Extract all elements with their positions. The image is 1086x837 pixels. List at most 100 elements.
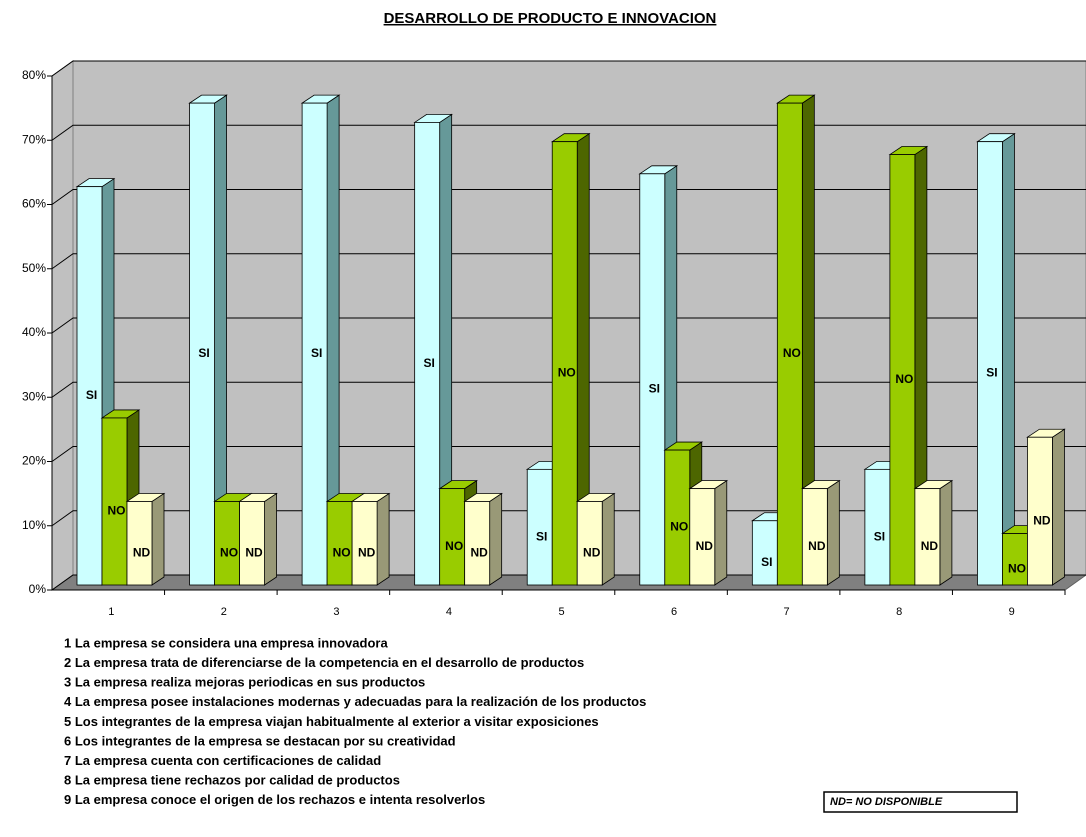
bar	[664, 449, 691, 586]
bar	[914, 488, 941, 586]
bar	[326, 501, 353, 586]
data-label: NO	[108, 504, 126, 518]
note: 4 La empresa posee instalaciones moderna…	[64, 694, 646, 709]
note: 7 La empresa cuenta con certificaciones …	[64, 753, 381, 768]
data-label: SI	[761, 555, 772, 569]
bar-side	[264, 492, 277, 586]
bar-side	[1002, 132, 1015, 586]
data-label: ND	[470, 545, 488, 559]
grid-line	[51, 253, 1086, 270]
data-label: NO	[783, 346, 801, 360]
y-tick-label: 50%	[22, 261, 46, 275]
data-label: SI	[423, 356, 434, 370]
x-tick-label: 6	[671, 606, 677, 618]
data-label: ND	[133, 545, 151, 559]
data-label: SI	[649, 382, 660, 396]
data-label: ND	[245, 545, 263, 559]
x-tick-label: 3	[333, 606, 339, 618]
data-label: NO	[333, 545, 351, 559]
data-label: ND	[1033, 513, 1051, 527]
note: 2 La empresa trata de diferenciarse de l…	[64, 655, 584, 670]
bar	[1027, 436, 1053, 586]
data-label: NO	[445, 539, 463, 553]
data-label: SI	[536, 529, 547, 543]
x-tick-label: 7	[784, 606, 790, 618]
y-tick-label: 30%	[22, 389, 46, 403]
bar	[977, 141, 1003, 586]
x-tick-label: 9	[1009, 606, 1015, 618]
x-tick-label: 2	[221, 606, 227, 618]
data-label: SI	[311, 346, 322, 360]
bar-side	[939, 479, 953, 586]
bar	[101, 417, 128, 586]
bar-side	[489, 492, 503, 586]
bar-side	[601, 492, 615, 586]
bar	[689, 488, 716, 586]
data-label: SI	[874, 529, 885, 543]
grid-line	[51, 60, 1086, 77]
grid-line	[51, 446, 1086, 462]
y-tick-label: 0%	[29, 582, 47, 596]
bar	[214, 501, 240, 586]
bar	[526, 468, 553, 586]
y-tick-label: 60%	[22, 197, 46, 211]
chart-title: DESARROLLO DE PRODUCTO E INNOVACION	[384, 10, 717, 27]
grid-line	[51, 510, 1086, 527]
note: 3 La empresa realiza mejoras periodicas …	[64, 675, 425, 690]
bar	[801, 488, 828, 586]
y-tick-label: 70%	[22, 132, 46, 146]
bar	[576, 501, 603, 586]
bar	[464, 501, 491, 586]
bar	[351, 501, 378, 586]
bar	[751, 520, 778, 586]
grid-line	[51, 189, 1086, 205]
data-label: ND	[696, 539, 714, 553]
grid-line	[51, 574, 1086, 591]
data-label: ND	[921, 539, 939, 553]
x-tick-label: 8	[896, 606, 902, 618]
y-tick-label: 10%	[22, 518, 46, 532]
data-label: SI	[86, 388, 97, 402]
y-tick-label: 80%	[22, 68, 46, 82]
bar	[239, 501, 265, 586]
note: 5 Los integrantes de la empresa viajan h…	[64, 714, 599, 729]
data-label: NO	[558, 366, 576, 380]
annotation: ND= NO DISPONIBLE	[830, 796, 943, 808]
bar-side	[826, 479, 840, 586]
x-tick-label: 1	[108, 606, 114, 618]
bar	[864, 468, 891, 586]
data-label: SI	[198, 346, 209, 360]
note: 6 Los integrantes de la empresa se desta…	[64, 733, 456, 748]
data-label: ND	[358, 545, 376, 559]
bar	[414, 122, 441, 586]
bar	[551, 141, 578, 586]
bar-side	[1052, 428, 1065, 586]
x-tick-label: 4	[446, 606, 452, 618]
note: 9 La empresa conoce el origen de los rec…	[64, 792, 485, 807]
bar-side	[376, 492, 390, 586]
grid-line	[51, 381, 1086, 398]
y-tick-label: 40%	[22, 325, 46, 339]
annotation-box	[823, 791, 1018, 813]
bar-side	[714, 479, 728, 586]
bar	[126, 501, 153, 586]
note: 1 La empresa se considera una empresa in…	[64, 635, 388, 650]
bar	[889, 154, 916, 586]
grid-line	[51, 124, 1086, 141]
data-label: SI	[986, 366, 997, 380]
bar	[439, 488, 466, 586]
bar	[639, 173, 666, 586]
bar	[189, 102, 215, 586]
bar	[1002, 533, 1028, 586]
bar-side	[151, 492, 165, 586]
grid-line	[51, 317, 1086, 334]
bar	[301, 102, 328, 586]
data-label: NO	[220, 545, 238, 559]
data-label: ND	[808, 539, 826, 553]
y-tick-label: 20%	[22, 454, 46, 468]
bar	[776, 102, 803, 586]
data-label: NO	[895, 372, 913, 386]
note: 8 La empresa tiene rechazos por calidad …	[64, 773, 400, 788]
data-label: NO	[1008, 561, 1026, 575]
